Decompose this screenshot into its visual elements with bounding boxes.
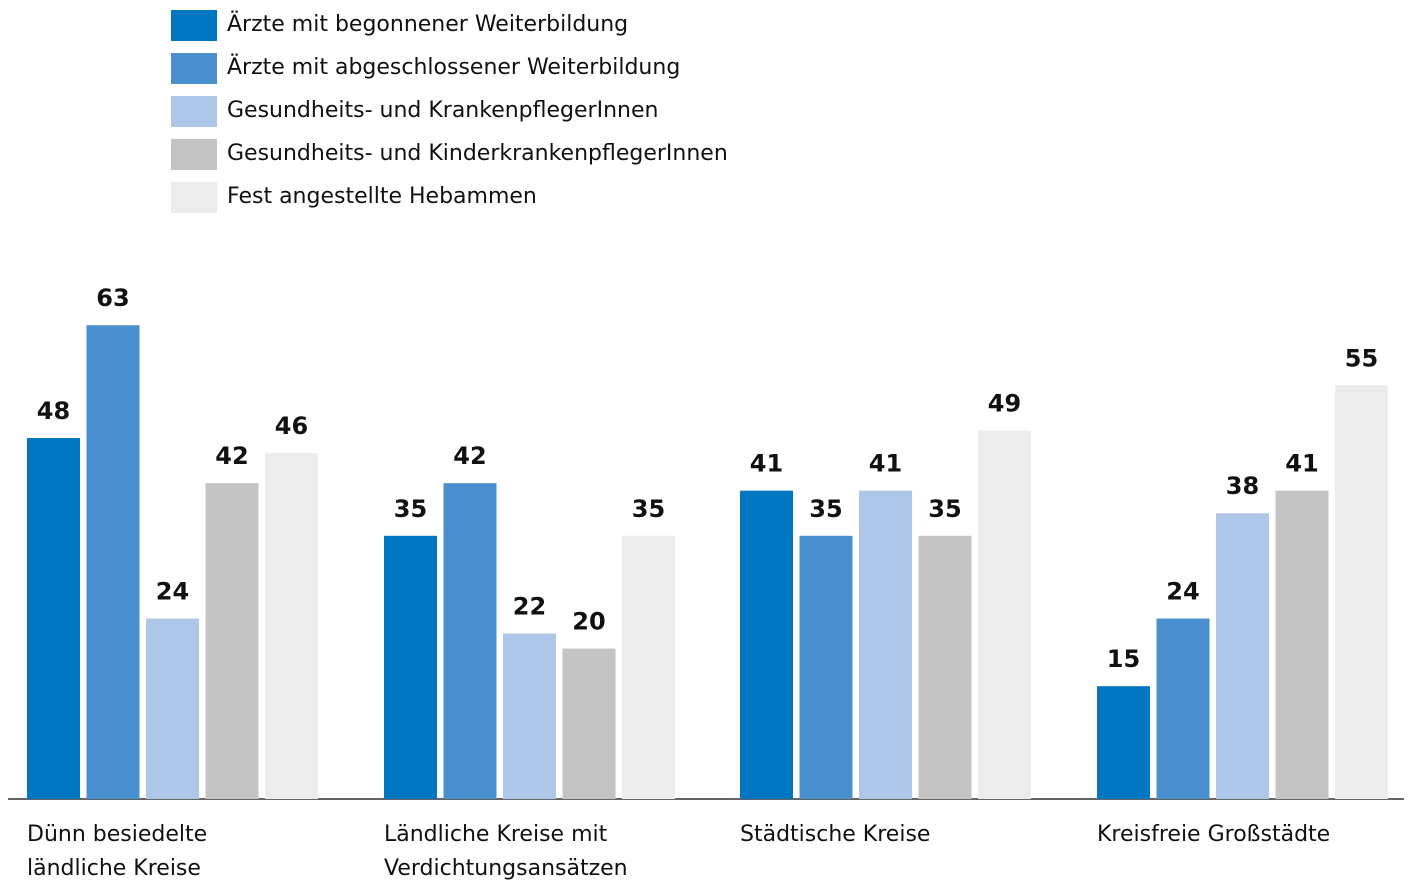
legend-label: Gesundheits- und KinderkrankenpflegerInn… [227, 141, 728, 166]
bar [503, 633, 556, 799]
bar [27, 438, 80, 799]
bar [622, 535, 675, 799]
value-label: 24 [1166, 578, 1199, 606]
value-label: 38 [1226, 472, 1259, 500]
bar [978, 430, 1031, 799]
value-label: 46 [275, 412, 308, 440]
value-label: 63 [96, 284, 129, 312]
x-tick-label: Städtische Kreise [740, 822, 931, 847]
value-label: 41 [1285, 450, 1318, 478]
value-label: 22 [513, 593, 546, 621]
legend-label: Gesundheits- und KrankenpflegerInnen [227, 98, 658, 123]
value-label: 55 [1345, 344, 1378, 372]
legend-label: Ärzte mit abgeschlossener Weiterbildung [227, 54, 680, 80]
value-label: 24 [156, 578, 189, 606]
value-label: 49 [988, 390, 1021, 418]
bar [146, 618, 199, 799]
value-label: 35 [394, 495, 427, 523]
bar [1097, 686, 1150, 799]
bar [740, 490, 793, 799]
bar [562, 648, 616, 799]
legend-swatch [171, 53, 217, 84]
value-label: 41 [750, 450, 783, 478]
bar [384, 535, 437, 799]
x-tick-label: Ländliche Kreise mit Verdichtungsansätze… [384, 822, 628, 881]
bar [205, 483, 259, 799]
bar [1275, 490, 1329, 799]
bar [799, 535, 853, 799]
value-label: 20 [572, 608, 605, 636]
bar [859, 490, 912, 799]
value-label: 35 [632, 495, 665, 523]
bar [86, 325, 140, 799]
value-label: 35 [928, 495, 961, 523]
legend-swatch [171, 10, 217, 41]
legend-swatch [171, 96, 217, 127]
legend-label: Fest angestellte Hebammen [227, 184, 537, 209]
bar [918, 535, 972, 799]
bar [1335, 385, 1388, 799]
value-label: 35 [809, 495, 842, 523]
value-label: 41 [869, 450, 902, 478]
bar [265, 453, 318, 799]
legend-swatch [171, 139, 217, 170]
x-tick-label: Dünn besiedelte ländliche Kreise [27, 822, 208, 881]
legend-label: Ärzte mit begonnener Weiterbildung [227, 11, 628, 37]
bar [443, 483, 497, 799]
legend-swatch [171, 182, 217, 213]
bar [1156, 618, 1210, 799]
value-label: 48 [37, 397, 70, 425]
x-tick-label: Kreisfreie Großstädte [1097, 822, 1331, 847]
value-label: 42 [215, 442, 248, 470]
bar [1216, 513, 1269, 799]
value-label: 42 [453, 442, 486, 470]
value-label: 15 [1107, 645, 1140, 673]
